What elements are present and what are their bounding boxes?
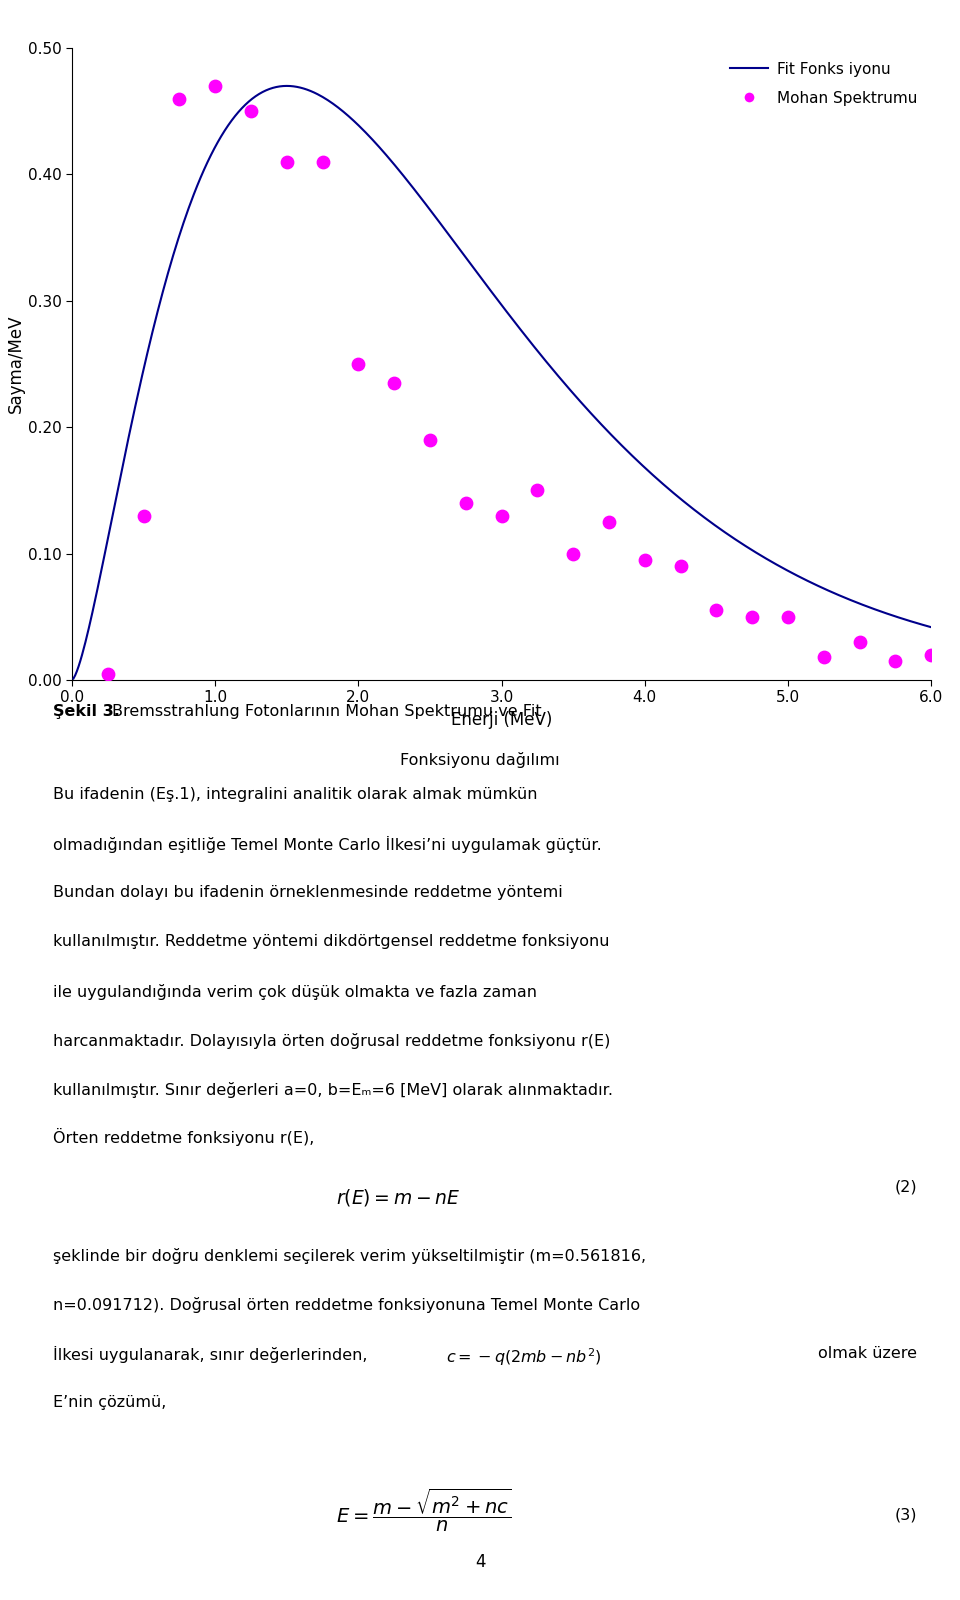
Text: (2): (2) xyxy=(894,1179,917,1194)
Text: kullanılmıştır. Sınır değerleri a=0, b=Eₘ=6 [MeV] olarak alınmaktadır.: kullanılmıştır. Sınır değerleri a=0, b=E… xyxy=(53,1082,612,1098)
Point xyxy=(136,502,152,528)
Point xyxy=(565,541,581,566)
Point xyxy=(422,427,438,453)
Y-axis label: Sayma/MeV: Sayma/MeV xyxy=(7,315,25,413)
Text: olmak üzere: olmak üzere xyxy=(818,1346,917,1362)
Point xyxy=(816,645,831,670)
Text: $c = -q(2mb - nb^2)$: $c = -q(2mb - nb^2)$ xyxy=(446,1346,602,1368)
Point xyxy=(708,598,724,624)
Text: (3): (3) xyxy=(895,1507,917,1523)
Text: Bremsstrahlung Fotonlarının Mohan Spektrumu ve Fit: Bremsstrahlung Fotonlarının Mohan Spektr… xyxy=(112,704,542,718)
Point xyxy=(745,605,760,630)
Text: Bundan dolayı bu ifadenin örneklenmesinde reddetme yöntemi: Bundan dolayı bu ifadenin örneklenmesind… xyxy=(53,885,563,901)
Point xyxy=(924,642,939,667)
Text: Fonksiyonu dağılımı: Fonksiyonu dağılımı xyxy=(400,752,560,768)
Point xyxy=(493,502,509,528)
Point xyxy=(350,352,366,378)
Text: n=0.091712). Doğrusal örten reddetme fonksiyonuna Temel Monte Carlo: n=0.091712). Doğrusal örten reddetme fon… xyxy=(53,1298,640,1314)
Text: ile uygulandığında verim çok düşük olmakta ve fazla zaman: ile uygulandığında verim çok düşük olmak… xyxy=(53,984,537,1000)
Text: olmadığından eşitliğe Temel Monte Carlo İlkesi’ni uygulamak güçtür.: olmadığından eşitliğe Temel Monte Carlo … xyxy=(53,837,602,853)
Text: harcanmaktadır. Dolayısıyla örten doğrusal reddetme fonksiyonu r(E): harcanmaktadır. Dolayısıyla örten doğrus… xyxy=(53,1032,611,1048)
Point xyxy=(852,629,867,654)
X-axis label: Enerji (MeV): Enerji (MeV) xyxy=(451,710,552,730)
Point xyxy=(100,661,115,686)
Point xyxy=(172,86,187,112)
Text: Bu ifadenin (Eş.1), integralini analitik olarak almak mümkün: Bu ifadenin (Eş.1), integralini analitik… xyxy=(53,787,538,802)
Text: $r(E) = m - nE$: $r(E) = m - nE$ xyxy=(336,1187,460,1208)
Text: kullanılmıştır. Reddetme yöntemi dikdörtgensel reddetme fonksiyonu: kullanılmıştır. Reddetme yöntemi dikdört… xyxy=(53,934,610,949)
Point xyxy=(637,547,653,573)
Point xyxy=(601,509,616,534)
Text: şeklinde bir doğru denklemi seçilerek verim yükseltilmiştir (m=0.561816,: şeklinde bir doğru denklemi seçilerek ve… xyxy=(53,1248,646,1264)
Point xyxy=(279,149,295,174)
Text: İlkesi uygulanarak, sınır değerlerinden,: İlkesi uygulanarak, sınır değerlerinden, xyxy=(53,1346,368,1363)
Point xyxy=(458,490,473,515)
Point xyxy=(673,554,688,579)
Point xyxy=(387,370,402,395)
Text: E’nin çözümü,: E’nin çözümü, xyxy=(53,1395,166,1410)
Text: 4: 4 xyxy=(475,1554,485,1571)
Point xyxy=(780,605,796,630)
Text: Şekil 3.: Şekil 3. xyxy=(53,704,120,718)
Point xyxy=(207,74,223,99)
Text: $E = \dfrac{m - \sqrt{m^2 + nc}}{n}$: $E = \dfrac{m - \sqrt{m^2 + nc}}{n}$ xyxy=(336,1486,512,1534)
Point xyxy=(888,648,903,674)
Legend: Fit Fonks iyonu, Mohan Spektrumu: Fit Fonks iyonu, Mohan Spektrumu xyxy=(724,56,924,112)
Point xyxy=(530,477,545,502)
Point xyxy=(243,99,258,125)
Text: Örten reddetme fonksiyonu r(E),: Örten reddetme fonksiyonu r(E), xyxy=(53,1128,314,1146)
Point xyxy=(315,149,330,174)
